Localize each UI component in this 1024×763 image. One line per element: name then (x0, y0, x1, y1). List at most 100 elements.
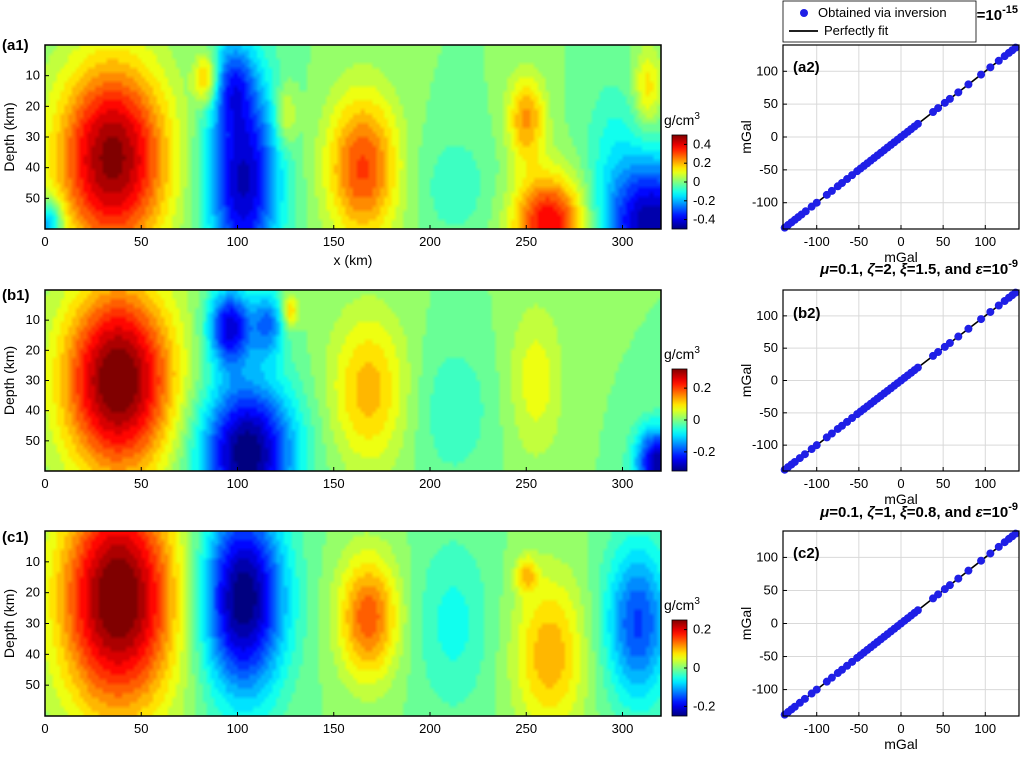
data-point (994, 56, 1003, 65)
y-axis-label: mGal (738, 120, 754, 153)
y-tick-label: 0 (771, 129, 778, 144)
x-tick-label: 100 (974, 476, 996, 491)
plot-frame (782, 530, 1020, 717)
x-tick-label: 200 (419, 721, 441, 736)
data-point (934, 590, 943, 599)
x-tick-label: 100 (227, 234, 249, 249)
legend-marker-points (800, 9, 808, 17)
y-tick-label: 100 (756, 308, 778, 323)
x-tick-label: 100 (974, 234, 996, 249)
y-tick-label: -100 (752, 195, 778, 210)
panel-label: (c1) (2, 529, 29, 546)
data-point (1011, 43, 1020, 52)
y-tick-label: 20 (26, 98, 40, 113)
y-tick-label: -100 (752, 437, 778, 452)
title-exponent: -15 (1002, 4, 1018, 16)
y-tick-label: 0 (771, 373, 778, 388)
y-tick-label: 10 (26, 312, 40, 327)
x-axis-label: x (km) (334, 252, 373, 268)
colorbar-tick-label: 0 (693, 660, 700, 675)
data-point (954, 88, 963, 97)
panel-title: μ=0.1, ζ=2, ξ=1.5, and ε=10-9 (819, 258, 1018, 278)
y-tick-label: -50 (759, 162, 778, 177)
x-tick-label: 100 (974, 721, 996, 736)
y-tick-label: 10 (26, 554, 40, 569)
data-point (913, 119, 922, 128)
density-field (45, 531, 661, 716)
colorbar-unit: g/cm3 (664, 345, 700, 362)
y-tick-label: 50 (26, 190, 40, 205)
data-point (913, 363, 922, 372)
y-tick-label: -50 (759, 405, 778, 420)
y-axis-label: mGal (738, 364, 754, 397)
colorbar-unit: g/cm3 (664, 111, 700, 128)
data-point (812, 198, 821, 207)
title-exponent: -9 (1008, 501, 1018, 513)
x-tick-label: 100 (227, 721, 249, 736)
data-point (812, 685, 821, 694)
panel-title: μ=0.1, ζ=1, ξ=0.8, and ε=10-9 (819, 501, 1018, 521)
x-tick-label: 300 (612, 476, 634, 491)
data-point (827, 186, 836, 195)
data-point (801, 207, 810, 216)
data-point (827, 429, 836, 438)
y-tick-label: 50 (764, 96, 778, 111)
y-tick-label: -100 (752, 682, 778, 697)
panel-label: (b1) (2, 287, 30, 304)
y-tick-label: 30 (26, 616, 40, 631)
x-tick-label: 50 (936, 234, 950, 249)
y-tick-label: 50 (764, 340, 778, 355)
x-tick-label: 250 (515, 476, 537, 491)
x-tick-label: 50 (134, 234, 148, 249)
y-axis-label: Depth (km) (1, 346, 17, 415)
y-tick-label: 10 (26, 68, 40, 83)
data-point (800, 694, 809, 703)
y-axis-label: mGal (738, 607, 754, 640)
colorbar-unit: g/cm3 (664, 596, 700, 613)
legend-entry: Perfectly fit (824, 23, 889, 38)
x-tick-label: -100 (804, 721, 830, 736)
colorbar-tick-label: 0.4 (693, 136, 711, 151)
colorbar-tick-label: 0 (693, 174, 700, 189)
data-point (945, 94, 954, 103)
y-tick-label: 50 (26, 433, 40, 448)
legend-box (782, 0, 977, 43)
x-tick-label: 150 (323, 234, 345, 249)
data-point (964, 324, 973, 333)
panel-label: (c2) (793, 545, 820, 562)
y-tick-label: 0 (771, 616, 778, 631)
legend-entry: Obtained via inversion (818, 5, 947, 20)
panel-label: (b2) (793, 305, 821, 322)
x-tick-label: 300 (612, 234, 634, 249)
colorbar-tick-label: -0.2 (693, 444, 715, 459)
x-tick-label: 300 (612, 721, 634, 736)
x-tick-label: 200 (419, 234, 441, 249)
x-tick-label: 50 (936, 476, 950, 491)
y-axis-label: Depth (km) (1, 102, 17, 171)
data-point (827, 673, 836, 682)
data-point (954, 574, 963, 583)
y-tick-label: 40 (26, 160, 40, 175)
data-point (977, 556, 986, 565)
data-point (1011, 529, 1020, 538)
y-tick-label: 100 (756, 549, 778, 564)
x-tick-label: 0 (41, 476, 48, 491)
data-point (954, 332, 963, 341)
density-field (45, 290, 661, 471)
x-tick-label: 150 (323, 721, 345, 736)
colorbar-tick-label: 0 (693, 412, 700, 427)
y-tick-label: 40 (26, 646, 40, 661)
colorbar-tick-label: -0.4 (693, 212, 715, 227)
x-tick-label: -50 (849, 476, 868, 491)
x-tick-label: 200 (419, 476, 441, 491)
data-point (812, 441, 821, 450)
data-point (986, 307, 995, 316)
panel-label: (a1) (2, 37, 29, 54)
data-point (994, 301, 1003, 310)
colorbar-tick-label: 0.2 (693, 155, 711, 170)
title-exponent: -9 (1008, 258, 1018, 270)
x-tick-label: 50 (134, 721, 148, 736)
x-axis-label: mGal (884, 249, 917, 265)
data-point (977, 315, 986, 324)
x-tick-label: 0 (897, 721, 904, 736)
